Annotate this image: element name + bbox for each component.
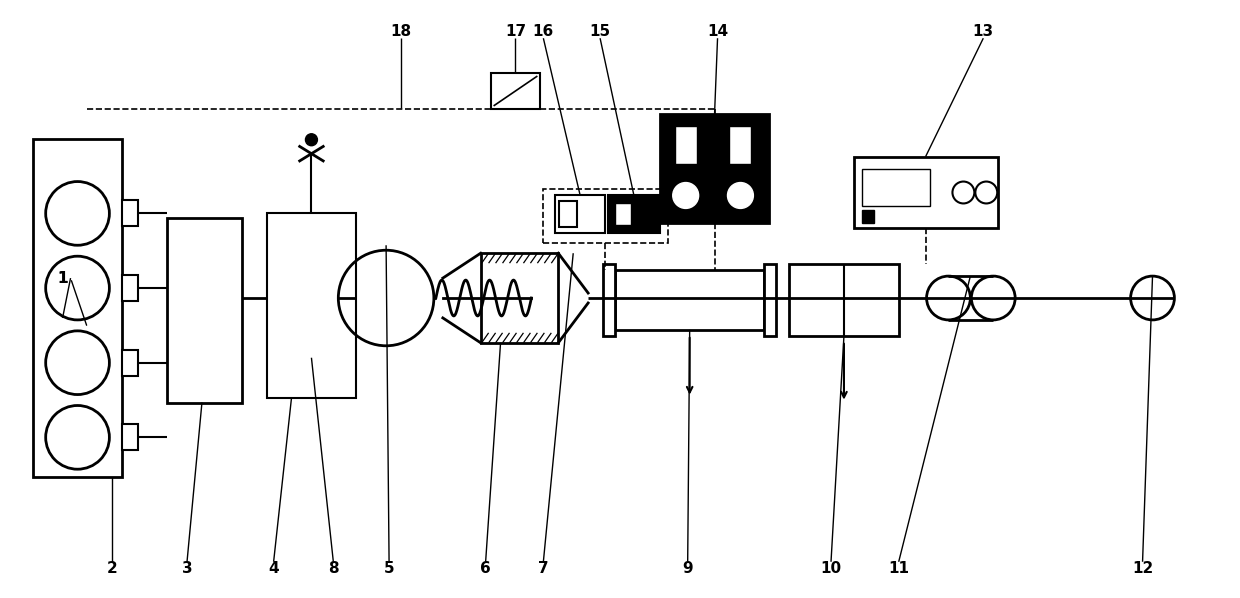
Bar [729,126,751,164]
Bar [862,210,874,224]
Text: 4: 4 [268,562,279,576]
Bar [32,139,123,477]
Bar [603,264,615,336]
Circle shape [728,182,754,209]
Bar [123,350,138,376]
Bar [481,253,558,343]
Bar [862,169,930,206]
Text: 7: 7 [538,562,548,576]
Circle shape [673,182,698,209]
Text: 11: 11 [888,562,909,576]
Circle shape [305,134,317,146]
Bar [123,425,138,450]
Bar [764,264,776,336]
Text: 16: 16 [533,24,554,39]
Bar [556,196,605,233]
Bar [167,218,242,402]
Text: 8: 8 [329,562,339,576]
Text: 1: 1 [57,271,68,286]
Bar [559,202,577,227]
Text: 9: 9 [682,562,693,576]
Text: 5: 5 [383,562,394,576]
Bar [660,114,769,224]
Text: 15: 15 [589,24,610,39]
Bar [267,213,356,398]
Bar [608,196,660,233]
Bar [123,275,138,301]
Bar [854,157,998,228]
Text: 14: 14 [707,24,728,39]
Text: 13: 13 [972,24,994,39]
Text: 2: 2 [107,562,118,576]
Bar [789,264,899,336]
Text: 10: 10 [821,562,842,576]
Text: 17: 17 [505,24,526,39]
Text: 18: 18 [391,24,412,39]
Bar [123,200,138,226]
Bar [615,270,764,330]
Bar [615,203,631,225]
Text: 1: 1 [57,271,68,286]
Text: 3: 3 [182,562,192,576]
Text: 12: 12 [1132,562,1153,576]
Text: 6: 6 [480,562,491,576]
Bar [491,73,541,109]
Bar [543,188,668,243]
Bar [675,126,697,164]
